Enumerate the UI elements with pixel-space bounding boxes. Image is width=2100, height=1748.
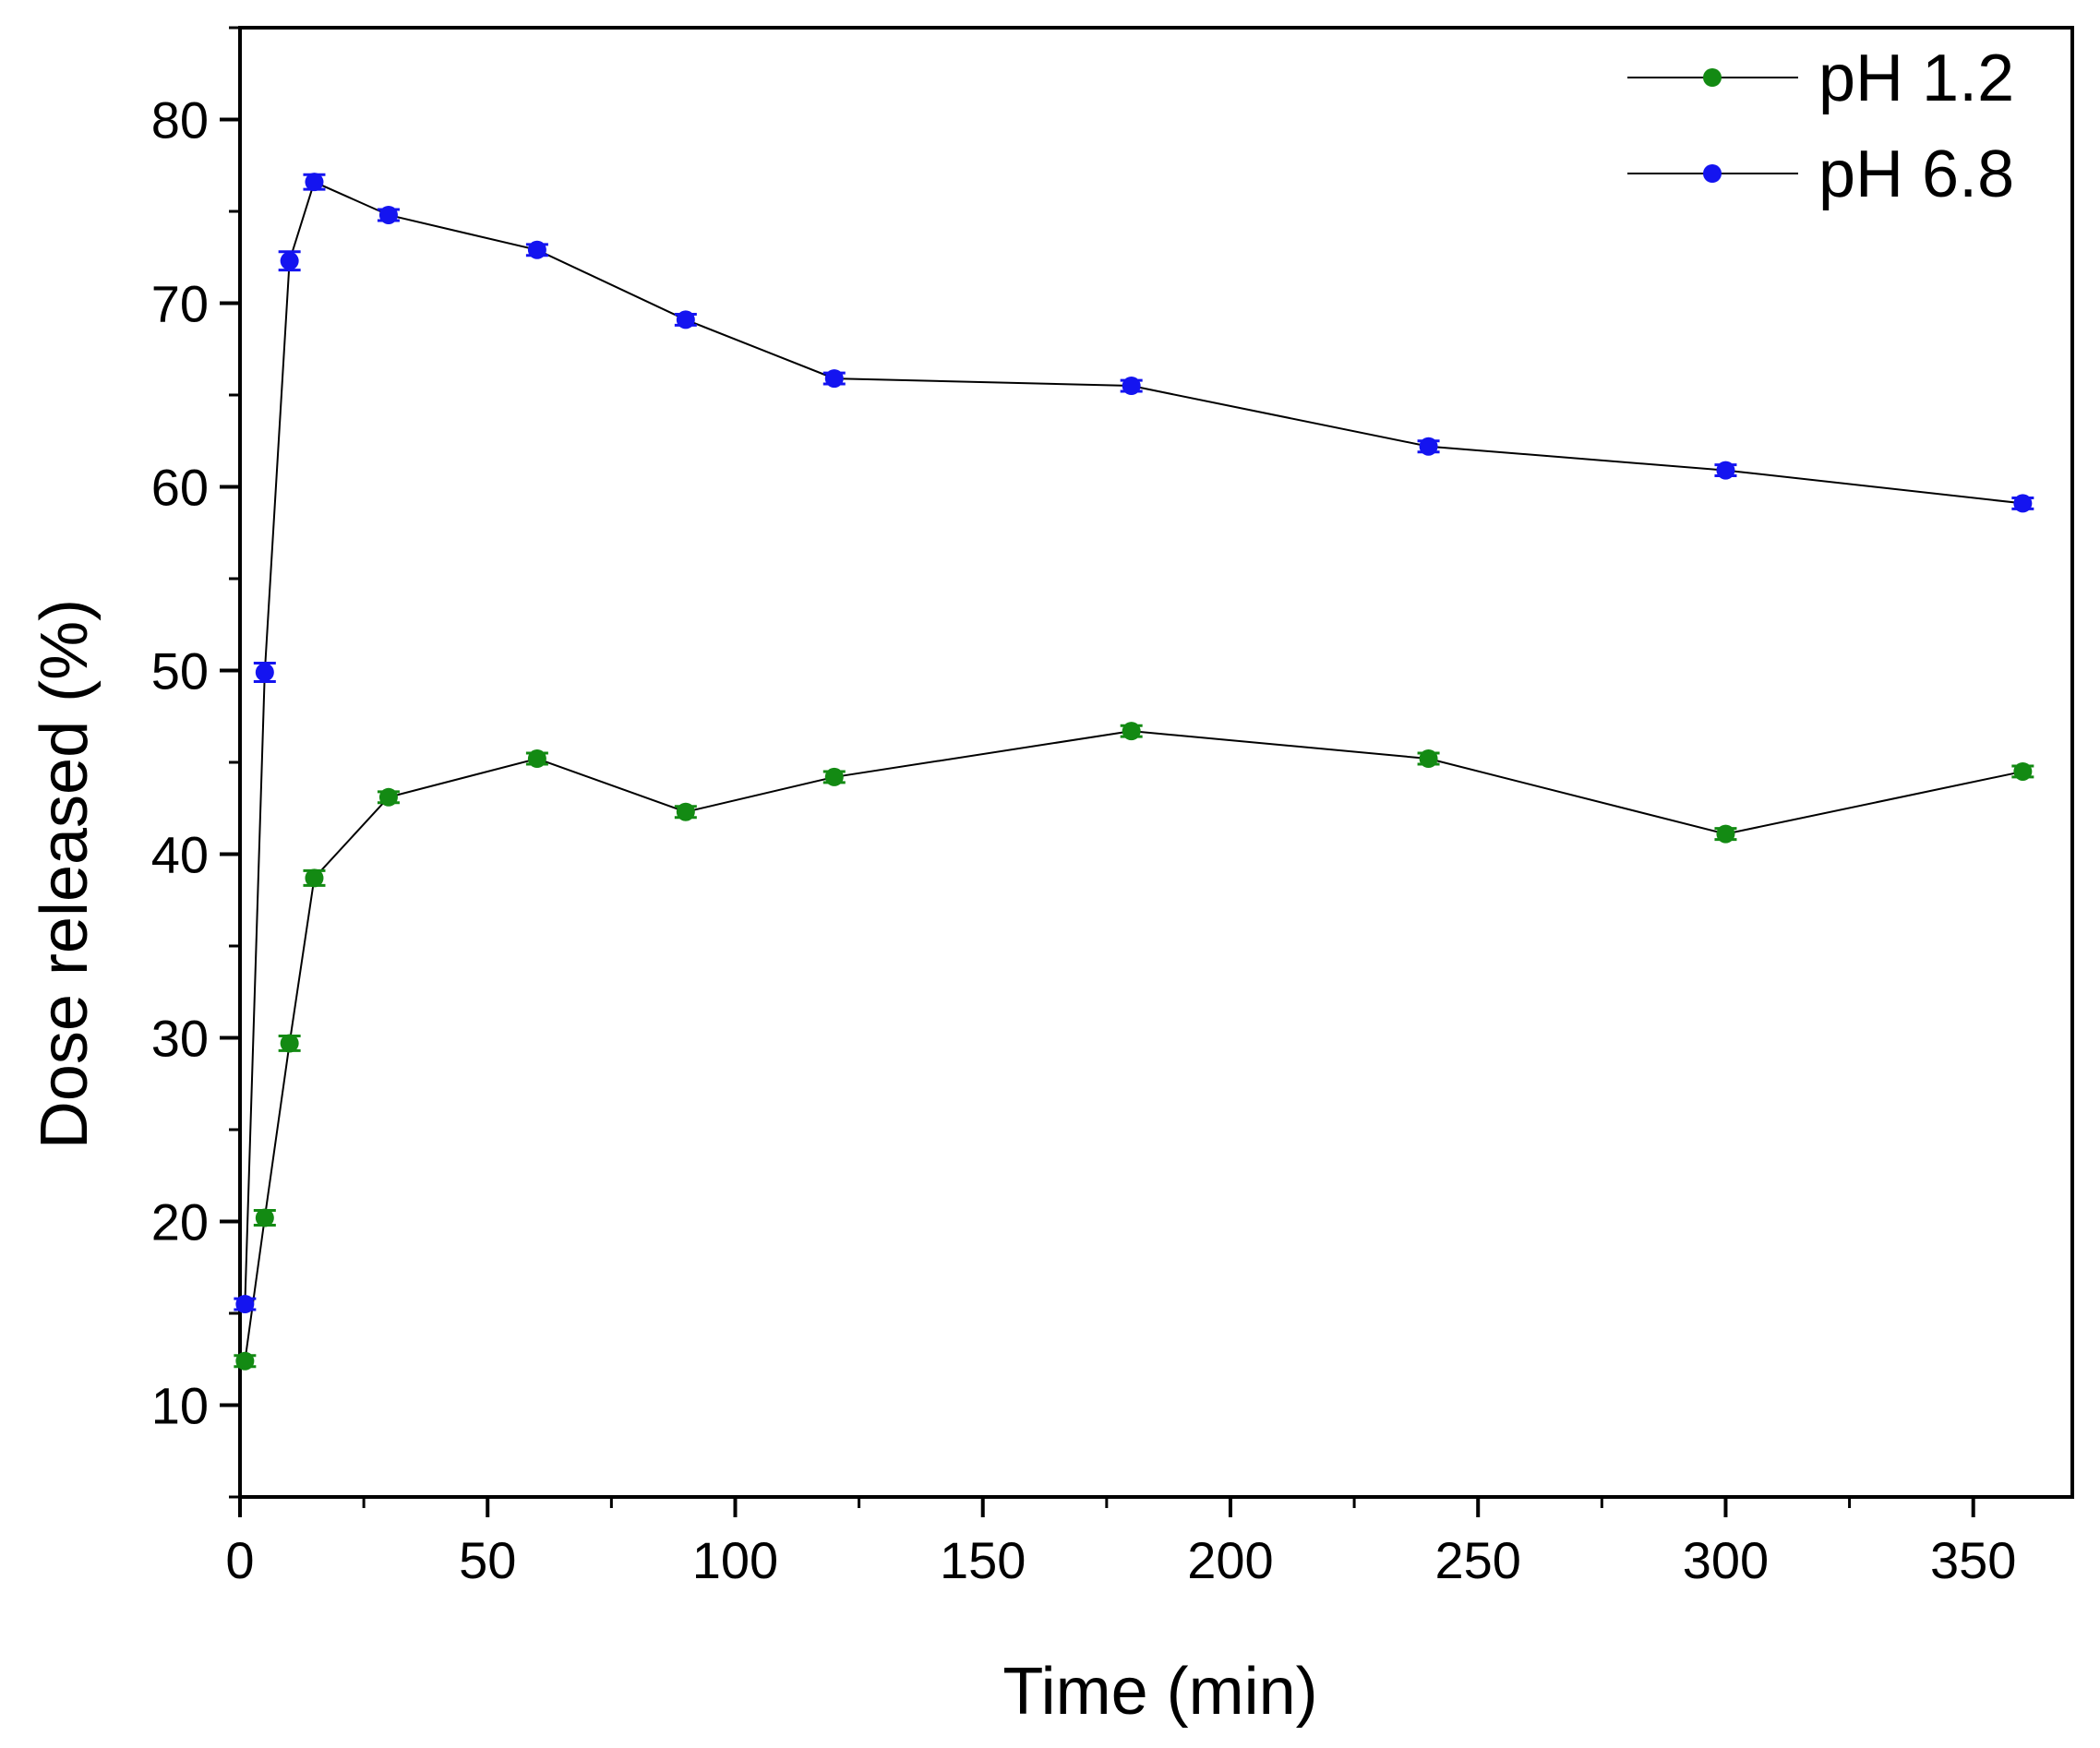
data-point <box>1716 824 1735 844</box>
x-tick-label: 300 <box>1683 1531 1769 1589</box>
x-axis-title: Time (min) <box>1002 1655 1317 1729</box>
y-tick-label: 30 <box>151 1010 209 1068</box>
data-point <box>527 240 546 259</box>
legend: pH 1.2 pH 6.8 <box>1627 42 2014 211</box>
legend-marker <box>1703 164 1722 183</box>
x-tick-label: 350 <box>1930 1531 2016 1589</box>
data-point <box>378 205 398 224</box>
data-point <box>1122 377 1141 396</box>
y-tick-label: 20 <box>151 1193 209 1251</box>
y-tick-label: 70 <box>151 275 209 333</box>
data-point <box>1419 749 1438 769</box>
data-point <box>378 787 398 807</box>
series-line <box>244 730 2023 1361</box>
data-point <box>2013 494 2033 513</box>
data-point <box>255 1208 274 1227</box>
data-point <box>2013 761 2033 781</box>
legend-label: pH 6.8 <box>1818 138 2014 211</box>
y-tick-label: 50 <box>151 642 209 700</box>
data-point <box>280 251 299 270</box>
y-axis-title: Dose released (%) <box>28 599 102 1149</box>
x-tick-label: 0 <box>225 1531 254 1589</box>
series-1 <box>234 173 2034 1314</box>
x-tick-label: 150 <box>940 1531 1026 1589</box>
data-point <box>824 369 844 389</box>
data-point <box>305 173 324 192</box>
y-tick-label: 80 <box>151 91 209 150</box>
data-point <box>1122 722 1141 741</box>
data-point <box>1716 461 1735 480</box>
x-tick-label: 250 <box>1434 1531 1520 1589</box>
data-point <box>280 1034 299 1053</box>
data-point <box>676 310 695 329</box>
x-tick-label: 100 <box>692 1531 778 1589</box>
x-tick-label: 50 <box>459 1531 516 1589</box>
series-layer <box>234 173 2034 1371</box>
legend-label: pH 1.2 <box>1818 42 2014 115</box>
data-point <box>1419 437 1438 456</box>
data-point <box>255 663 274 682</box>
y-tick-label: 60 <box>151 459 209 517</box>
axes: 0 50 100 150 200 250 300 350 10 20 30 40 50 60 70 80 <box>151 26 2074 1589</box>
data-point <box>676 802 695 821</box>
data-point <box>527 749 546 769</box>
y-tick-label: 40 <box>151 826 209 884</box>
legend-marker <box>1703 68 1722 87</box>
data-point <box>305 868 324 888</box>
data-point <box>824 767 844 786</box>
data-point <box>235 1351 255 1371</box>
y-tick-label: 10 <box>151 1377 209 1435</box>
data-point <box>235 1295 255 1314</box>
x-tick-label: 200 <box>1187 1531 1273 1589</box>
series-0 <box>234 722 2034 1371</box>
series-line <box>244 180 2023 1305</box>
